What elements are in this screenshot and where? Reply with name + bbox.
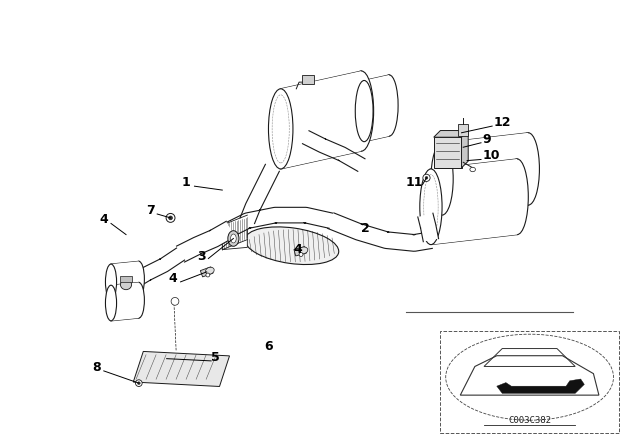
Polygon shape [497, 379, 584, 393]
Ellipse shape [205, 267, 214, 274]
Text: 12: 12 [493, 116, 511, 129]
Polygon shape [240, 164, 279, 224]
Text: 4: 4 [168, 272, 177, 285]
Ellipse shape [299, 253, 303, 256]
Ellipse shape [425, 177, 428, 179]
Ellipse shape [470, 167, 476, 172]
Ellipse shape [517, 133, 540, 205]
Polygon shape [222, 225, 247, 250]
Polygon shape [461, 130, 468, 168]
Ellipse shape [420, 169, 442, 245]
Polygon shape [177, 221, 235, 262]
Bar [434, 137, 461, 168]
Text: 4: 4 [100, 213, 109, 226]
Polygon shape [434, 130, 468, 137]
Ellipse shape [120, 280, 132, 290]
Bar [458, 124, 468, 136]
Polygon shape [364, 75, 389, 142]
Polygon shape [418, 213, 438, 241]
Ellipse shape [133, 261, 145, 297]
Polygon shape [200, 267, 213, 277]
Bar [120, 276, 132, 282]
Ellipse shape [355, 81, 373, 142]
Polygon shape [129, 248, 184, 288]
Text: 6: 6 [264, 340, 273, 353]
Polygon shape [431, 159, 517, 245]
Ellipse shape [506, 159, 528, 235]
Ellipse shape [106, 285, 116, 321]
Bar [302, 75, 314, 84]
Polygon shape [111, 282, 139, 321]
Text: 3: 3 [197, 250, 206, 263]
Polygon shape [133, 351, 230, 387]
Ellipse shape [272, 95, 289, 163]
Polygon shape [227, 207, 332, 236]
Text: 4: 4 [293, 243, 301, 256]
Ellipse shape [228, 231, 239, 246]
Ellipse shape [206, 273, 210, 277]
Ellipse shape [230, 234, 236, 243]
Ellipse shape [245, 227, 339, 264]
Ellipse shape [106, 264, 116, 300]
Ellipse shape [171, 297, 179, 305]
Polygon shape [328, 213, 432, 251]
Ellipse shape [424, 175, 438, 239]
Ellipse shape [423, 174, 430, 181]
Polygon shape [110, 276, 136, 298]
Text: 1: 1 [182, 176, 191, 189]
Ellipse shape [349, 71, 374, 151]
Polygon shape [294, 246, 307, 256]
Text: 7: 7 [146, 204, 155, 217]
Text: 5: 5 [211, 351, 220, 364]
Polygon shape [111, 261, 139, 300]
Text: 9: 9 [482, 133, 491, 146]
Ellipse shape [168, 216, 173, 220]
Polygon shape [442, 133, 528, 215]
Ellipse shape [133, 282, 145, 318]
Text: C003C382: C003C382 [508, 416, 551, 425]
Polygon shape [303, 131, 365, 171]
Ellipse shape [136, 380, 142, 387]
Ellipse shape [299, 247, 308, 254]
Text: 2: 2 [362, 222, 370, 235]
Ellipse shape [431, 143, 453, 215]
Text: 10: 10 [482, 150, 500, 163]
Ellipse shape [268, 89, 293, 169]
Text: 11: 11 [406, 176, 424, 189]
Ellipse shape [380, 75, 398, 136]
Ellipse shape [138, 382, 140, 384]
Polygon shape [281, 71, 362, 169]
Text: 8: 8 [93, 361, 101, 374]
Ellipse shape [166, 213, 175, 222]
